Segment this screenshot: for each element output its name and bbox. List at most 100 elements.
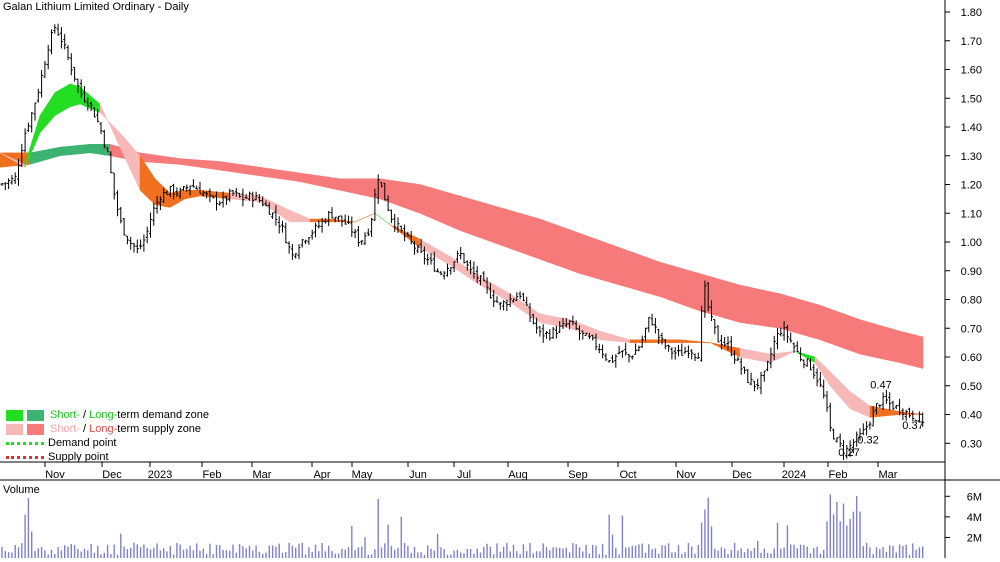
price-tick-label: 0.70 [961,323,982,335]
long-zone-segment [379,178,421,214]
short-zone-segment [259,195,291,223]
short-zone-segment [629,339,651,343]
price-tick-label: 1.40 [961,122,982,134]
long-zone-segment [539,218,581,274]
price-tick-label: 0.90 [961,266,982,278]
price-annotations: 0.270.32 0.47 0.37 [838,380,923,460]
short-zone-segment [99,103,121,148]
short-supply-swatch [6,423,23,435]
supply-point-label: Supply point [48,451,109,463]
volume-tick-label: 4M [967,512,982,524]
price-tick-label: 0.60 [961,352,982,364]
date-tick-label: 2023 [148,469,172,481]
legend-short-word: Short- [50,423,80,435]
long-zone-segment [419,184,461,231]
long-zone-segment [619,247,661,297]
long-zone-segment [699,273,741,323]
long-zone-segment [219,161,261,177]
long-zone-segment [819,304,861,355]
long-zone-segment [739,284,781,329]
date-tick-label: Sep [568,469,588,481]
long-demand-swatch [27,409,44,421]
price-tick-label: 1.10 [961,208,982,220]
legend-supply-zone: Short- / Long-term supply zone [6,422,209,436]
short-zone-segment [309,218,331,223]
legend-sep: / [79,409,90,421]
price-tick-label: 1.20 [961,180,982,192]
short-zone-segment [289,209,311,223]
date-tick-label: Mar [253,469,272,481]
short-zone-segment [139,154,156,206]
date-tick-label: Dec [732,469,752,481]
short-zone-segment [119,132,141,191]
long-zone-segment [59,143,91,157]
date-tick-label: 2024 [782,469,806,481]
date-tick-label: Feb [203,469,222,481]
date-tick-label: Mar [879,469,898,481]
date-tick-label: May [352,469,373,481]
date-axis: Nov Dec 2023 Feb Mar Apr May Jun Jul Aug Sep Oct Nov… [44,462,898,481]
price-tick-label: 1.00 [961,237,982,249]
date-tick-label: Dec [102,469,122,481]
short-zone-segment [679,339,711,343]
price-annotation: 0.47 [870,380,891,392]
legend-long-word: Long- [89,423,118,435]
legend-demand-zone: Short- / Long-term demand zone [6,408,209,422]
short-zone-segment [509,293,541,323]
long-zone-segment [29,146,61,165]
price-bars [0,23,925,460]
price-annotation: 0.32 [857,434,878,446]
long-zone-segment [299,172,341,191]
short-zone-segment [79,86,101,114]
price-tick-label: 1.50 [961,93,982,105]
short-zone-segment [794,351,816,364]
price-axis: 1.80 1.70 1.60 1.50 1.40 1.30 1.20 1.10 1.00 0.90… [945,7,982,450]
legend-demand-point: Demand point [6,436,209,450]
legend-demand-text: term demand zone [117,409,209,421]
long-zone-segment [179,158,221,171]
demand-point-label: Demand point [48,437,117,449]
price-tick-label: 1.30 [961,151,982,163]
long-zone-segment [339,178,381,200]
legend: Short- / Long-term demand zone Short- / … [6,408,209,464]
date-tick-label: Jul [457,469,471,481]
price-tick-label: 1.60 [961,65,982,77]
legend-sep: / [79,423,90,435]
demand-point-swatch [6,441,44,445]
volume-tick-label: 6M [967,491,982,503]
short-zone-segment [769,351,796,364]
short-zone-segment [739,348,771,364]
chart-title: Galan Lithium Limited Ordinary - Daily [3,1,189,13]
volume-axis: 6M 4M 2M [945,491,982,544]
volume-label: Volume [3,484,40,496]
short-zone-segment [39,91,56,134]
short-zone-segment [539,313,571,329]
long-zone-segment [779,293,821,341]
long-zone-segment [89,144,111,157]
date-tick-label: Feb [829,469,848,481]
date-tick-label: Apr [313,469,330,481]
short-zone-segment [169,189,186,208]
short-demand-swatch [6,409,23,421]
price-tick-label: 0.80 [961,295,982,307]
price-tick-label: 0.50 [961,381,982,393]
short-zone-segment [829,370,851,410]
long-zone-segment [859,319,901,364]
volume-tick-label: 2M [967,532,982,544]
short-zone-segment [199,189,231,200]
short-zone-segment [54,83,71,116]
short-zone-segment [374,213,391,225]
legend-supply-text: term supply zone [117,423,202,435]
short-term-zone-band [0,83,924,418]
long-zone-segment [459,195,501,246]
long-zone-segment [579,233,621,286]
long-zone-segment [499,207,541,260]
price-tick-label: 0.30 [961,438,982,450]
long-zone-segment [659,261,701,312]
short-zone-segment [849,391,871,418]
price-annotation: 0.37 [902,420,923,432]
price-annotation: 0.27 [838,447,859,459]
volume-bars [1,494,924,558]
